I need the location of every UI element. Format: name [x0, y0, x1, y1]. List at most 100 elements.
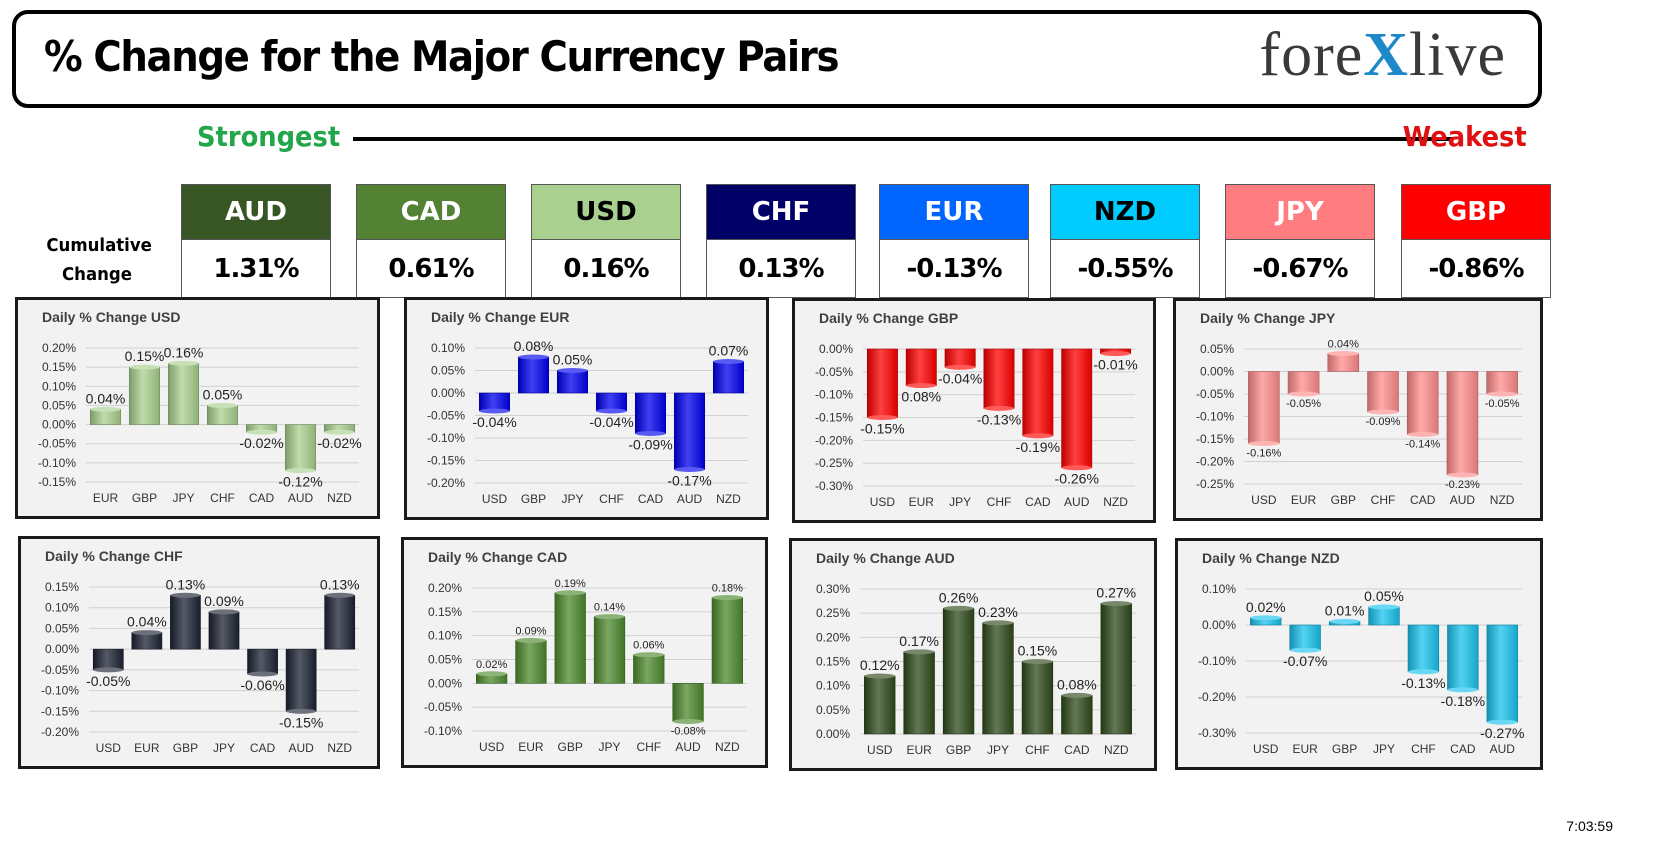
bar [92, 648, 124, 671]
x-tick-label: GBP [558, 740, 583, 754]
x-tick-label: EUR [93, 491, 119, 505]
bar-cap [1368, 604, 1400, 610]
y-tick-label: 0.00% [431, 386, 465, 400]
data-label: 0.07% [709, 343, 749, 359]
x-tick-label: EUR [518, 740, 544, 754]
y-tick-label: -0.20% [41, 725, 79, 739]
bar [712, 361, 745, 394]
bar-cap [518, 354, 549, 360]
data-label: -0.23% [1445, 479, 1480, 491]
data-label: 0.08% [514, 338, 554, 354]
currency-box-cad: CAD 0.61% [356, 184, 506, 298]
bar-cap [247, 671, 278, 677]
header-banner: % Change for the Major Currency Pairs fo… [12, 10, 1542, 108]
x-tick-label: GBP [1332, 742, 1357, 756]
data-label: 0.26% [939, 589, 979, 605]
bar [208, 611, 240, 650]
x-tick-label: NZD [1104, 743, 1129, 757]
data-label: -0.02% [239, 435, 283, 451]
y-tick-label: -0.10% [427, 431, 465, 445]
x-tick-label: CHF [1411, 742, 1436, 756]
y-tick-label: 0.25% [816, 606, 850, 620]
x-tick-label: AUD [675, 740, 701, 754]
bar [206, 405, 239, 425]
x-tick-label: EUR [909, 495, 935, 509]
bar [167, 363, 200, 425]
x-tick-label: AUD [288, 491, 314, 505]
cumulative-label-line1: Cumulative [46, 235, 152, 256]
bar-cap [1100, 601, 1132, 606]
x-tick-label: JPY [561, 492, 583, 506]
y-tick-label: -0.05% [427, 409, 465, 423]
x-tick-label: USD [867, 743, 893, 757]
bar [478, 392, 511, 412]
currency-box-nzd: NZD -0.55% [1050, 184, 1200, 298]
data-label: -0.17% [667, 473, 711, 489]
x-tick-label: NZD [327, 491, 352, 505]
x-tick-label: CAD [638, 492, 664, 506]
chart-title: Daily % Change JPY [1200, 310, 1336, 326]
currency-code: CHF [707, 185, 855, 240]
y-tick-label: -0.25% [815, 456, 853, 470]
bar [1486, 371, 1518, 395]
data-label: 0.04% [127, 614, 167, 630]
bar-cap [1327, 351, 1359, 356]
currency-cumulative-value: -0.67% [1252, 253, 1349, 284]
y-tick-label: -0.10% [424, 724, 462, 738]
bar [982, 622, 1014, 735]
x-tick-label: JPY [213, 741, 235, 755]
bar-cap [1061, 692, 1093, 698]
y-tick-label: -0.10% [1196, 410, 1234, 424]
y-tick-label: -0.15% [1196, 432, 1234, 446]
data-label: -0.19% [1016, 439, 1060, 455]
y-tick-label: -0.30% [815, 479, 853, 493]
x-tick-label: JPY [172, 491, 194, 505]
x-tick-label: NZD [716, 492, 741, 506]
data-label: 0.23% [978, 604, 1018, 620]
data-label: -0.27% [1480, 725, 1524, 741]
x-tick-label: EUR [134, 741, 160, 755]
data-label: -0.15% [860, 421, 904, 437]
bar [284, 424, 317, 471]
bar-chart: Daily % Change JPY 0.05% 0.00% -0.05% -0.10%… [1196, 310, 1522, 507]
bar-chart: Daily % Change CHF 0.15% 0.10% 0.05% 0.00% -0… [41, 548, 360, 755]
x-tick-label: JPY [1373, 742, 1395, 756]
bar [1327, 353, 1360, 372]
bar-cap [90, 406, 121, 412]
y-tick-label: -0.10% [815, 388, 853, 402]
x-tick-label: AUD [677, 492, 703, 506]
bar-cap [864, 673, 896, 679]
x-tick-label: USD [1253, 742, 1279, 756]
bar [1021, 661, 1054, 735]
x-tick-label: CHF [636, 740, 661, 754]
currency-code: GBP [1402, 185, 1550, 240]
bar-cap [1022, 433, 1054, 439]
data-label: 0.15% [1018, 643, 1058, 659]
data-label: -0.04% [938, 370, 982, 386]
data-label: -0.08% [671, 725, 706, 737]
logo-text-right: live [1409, 21, 1506, 89]
bar-cap [129, 364, 160, 370]
x-tick-label: GBP [521, 492, 546, 506]
x-tick-label: JPY [598, 740, 620, 754]
chart-title: Daily % Change EUR [431, 309, 569, 325]
y-tick-label: -0.10% [1198, 654, 1236, 668]
currency-cumulative-value: 0.16% [563, 253, 649, 284]
bar-cap [1408, 669, 1439, 675]
bar-cap [168, 360, 199, 366]
y-tick-label: -0.10% [38, 456, 76, 470]
currency-cumulative-value: -0.55% [1077, 253, 1174, 284]
y-tick-label: 0.00% [1200, 365, 1234, 379]
bar [593, 616, 626, 684]
y-tick-label: 0.10% [816, 679, 850, 693]
x-tick-label: EUR [1291, 493, 1317, 507]
y-tick-label: 0.00% [428, 676, 462, 690]
bar-cap [554, 590, 586, 596]
data-label: 0.01% [1325, 602, 1365, 618]
data-label: -0.09% [628, 437, 672, 453]
bar-cap [944, 364, 976, 370]
y-tick-label: -0.05% [38, 437, 76, 451]
y-tick-label: 0.10% [428, 629, 462, 643]
x-tick-label: CHF [599, 492, 624, 506]
y-tick-label: 0.20% [428, 581, 462, 595]
